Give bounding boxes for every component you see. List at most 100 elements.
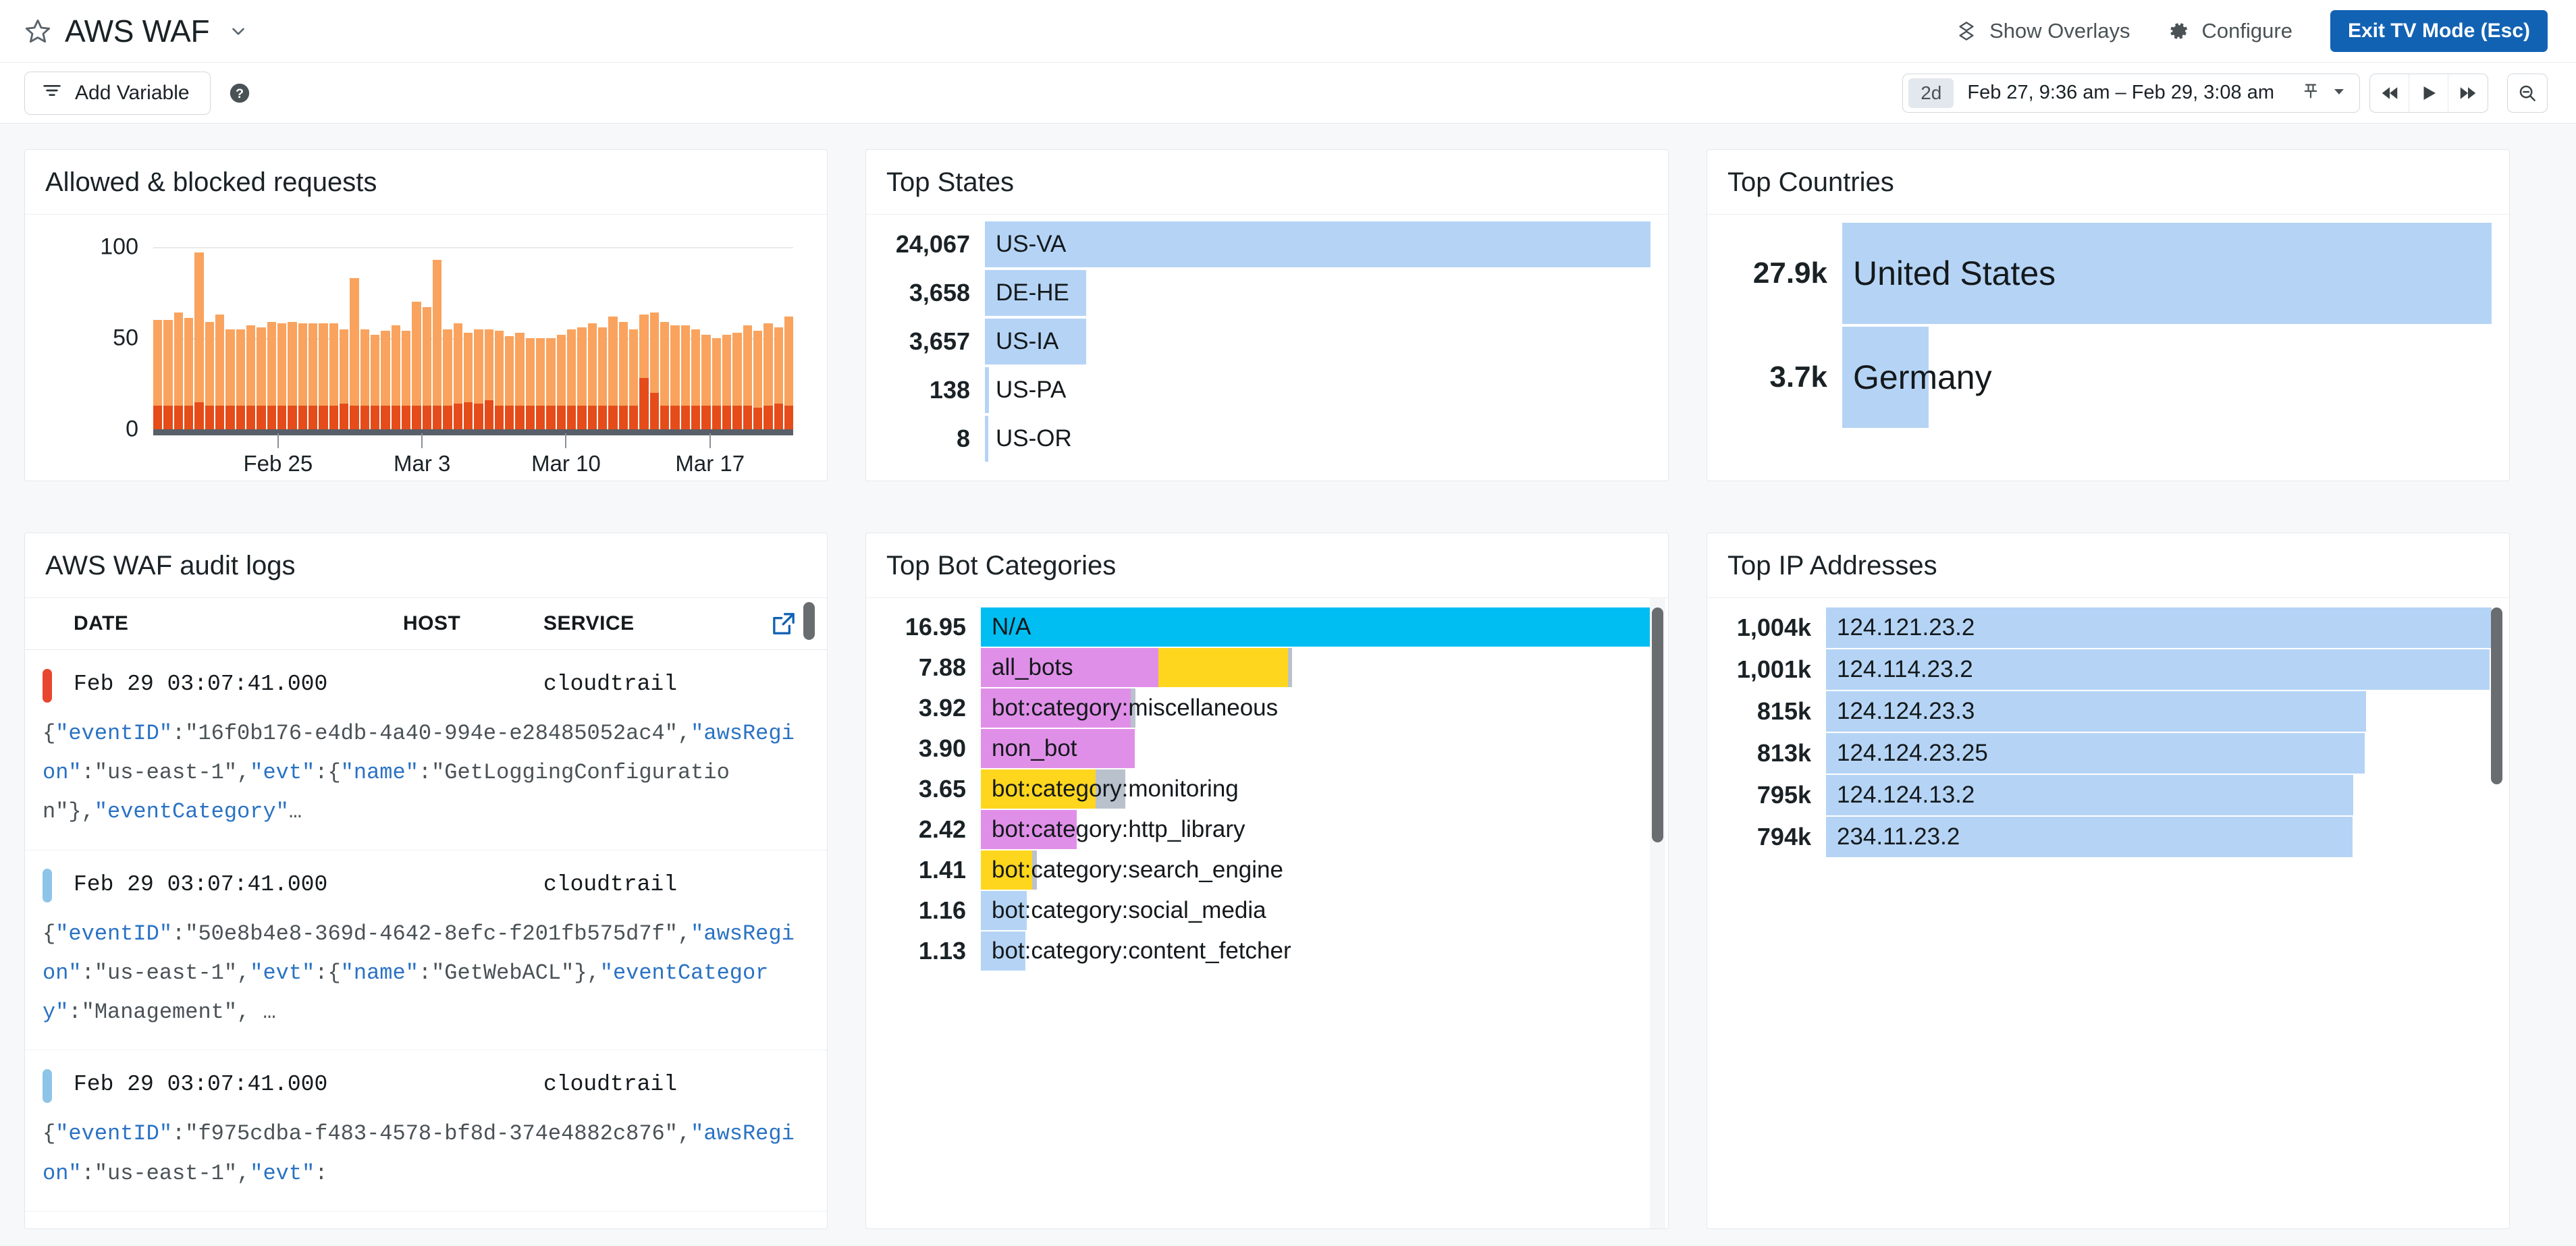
chart-row[interactable]: 1,001k 124.114.23.2	[1707, 649, 2492, 690]
bar[interactable]	[391, 325, 400, 429]
bar[interactable]	[701, 334, 711, 429]
bar[interactable]	[691, 329, 701, 429]
star-outline-icon[interactable]	[24, 18, 51, 45]
chart-row[interactable]: 815k 124.124.23.3	[1707, 691, 2492, 732]
bar[interactable]	[525, 338, 535, 429]
exit-tv-mode-button[interactable]: Exit TV Mode (Esc)	[2330, 10, 2548, 52]
bar[interactable]	[453, 323, 462, 429]
bar[interactable]	[670, 325, 680, 429]
chart-row[interactable]: 3.7k Germany	[1707, 327, 2492, 428]
bar[interactable]	[432, 259, 442, 429]
show-overlays-button[interactable]: Show Overlays	[1956, 19, 2130, 43]
dashboard-title-group[interactable]: AWS WAF	[24, 13, 248, 49]
external-link-icon[interactable]	[770, 610, 827, 637]
chart-row[interactable]: 813k 124.124.23.25	[1707, 733, 2492, 774]
bar[interactable]	[163, 320, 173, 429]
bar[interactable]	[194, 252, 204, 429]
bar[interactable]	[225, 329, 235, 429]
bar[interactable]	[153, 320, 163, 429]
bar[interactable]	[598, 327, 608, 429]
top-bot-categories-chart[interactable]: 16.95 N/A 7.88 all_bots 3.92 bot:category:mis…	[866, 598, 1668, 1228]
chart-row[interactable]: 2.42 bot:category:http_library	[866, 810, 1651, 849]
pin-icon[interactable]	[2301, 82, 2320, 104]
skip-back-icon[interactable]	[2370, 74, 2409, 112]
bar[interactable]	[515, 332, 525, 429]
chart-row[interactable]: 1.41 bot:category:search_engine	[866, 850, 1651, 890]
help-circle-icon[interactable]: ?	[228, 82, 251, 105]
bar[interactable]	[639, 314, 649, 429]
bar[interactable]	[401, 331, 411, 429]
bar[interactable]	[443, 329, 452, 429]
bar[interactable]	[784, 316, 794, 429]
bar[interactable]	[350, 277, 359, 429]
time-range-picker[interactable]: 2d Feb 27, 9:36 am – Feb 29, 3:08 am	[1902, 73, 2360, 113]
chart-row[interactable]: 27.9k United States	[1707, 223, 2492, 324]
bar[interactable]	[732, 332, 742, 429]
bar[interactable]	[381, 331, 390, 429]
chart-row[interactable]: 1.16 bot:category:social_media	[866, 891, 1651, 930]
bar[interactable]	[308, 323, 318, 429]
bar[interactable]	[712, 338, 722, 429]
requests-bar-chart[interactable]: 0 50 100 Feb 25 Mar 3 Mar 10 Mar 17	[25, 215, 827, 481]
play-icon[interactable]	[2409, 74, 2448, 112]
bar[interactable]	[494, 331, 504, 429]
bar[interactable]	[556, 334, 566, 429]
chart-row[interactable]: 3.92 bot:category:miscellaneous	[866, 688, 1651, 728]
bar[interactable]	[215, 314, 225, 429]
chart-row[interactable]: 24,067 US-VA	[866, 221, 1651, 267]
bar[interactable]	[743, 325, 753, 429]
bar[interactable]	[463, 332, 473, 429]
bar[interactable]	[608, 316, 618, 429]
logs-scroll-region[interactable]: DATE HOST SERVICE Feb 29 03:07:41.000 clo…	[25, 598, 827, 1228]
ips-scrollbar-thumb[interactable]	[2491, 607, 2502, 784]
skip-forward-icon[interactable]	[2448, 74, 2488, 112]
bar[interactable]	[205, 321, 214, 429]
log-entry[interactable]: Feb 29 03:07:41.000 cloudtrail {"eventID":…	[25, 650, 827, 850]
top-ip-addresses-chart[interactable]: 1,004k 124.121.23.2 1,001k 124.114.23.2 815k…	[1707, 598, 2509, 1228]
bar[interactable]	[660, 321, 670, 429]
chart-row[interactable]: 3.65 bot:category:monitoring	[866, 769, 1651, 809]
bar[interactable]	[763, 323, 773, 429]
chart-row[interactable]: 3,657 US-IA	[866, 319, 1651, 364]
top-countries-chart[interactable]: 27.9k United States 3.7k Germany	[1707, 215, 2509, 481]
bar[interactable]	[577, 327, 587, 429]
zoom-out-icon[interactable]	[2507, 73, 2548, 113]
bar[interactable]	[288, 321, 297, 429]
bar[interactable]	[298, 323, 307, 429]
bar[interactable]	[339, 329, 349, 429]
bar[interactable]	[422, 307, 431, 429]
bar[interactable]	[184, 318, 194, 429]
chart-row[interactable]: 16.95 N/A	[866, 607, 1651, 647]
bar[interactable]	[257, 327, 266, 429]
bar[interactable]	[236, 329, 245, 429]
top-states-chart[interactable]: 24,067 US-VA 3,658 DE-HE 3,657 US-IA 138 US-PA 8…	[866, 215, 1668, 481]
chart-row[interactable]: 7.88 all_bots	[866, 648, 1651, 687]
chart-row[interactable]: 794k 234.11.23.2	[1707, 817, 2492, 857]
bar[interactable]	[618, 321, 628, 429]
chart-row[interactable]: 1,004k 124.121.23.2	[1707, 607, 2492, 648]
chart-row[interactable]: 3,658 DE-HE	[866, 270, 1651, 316]
chart-row[interactable]: 1.13 bot:category:content_fetcher	[866, 931, 1651, 971]
log-entry[interactable]: Feb 29 03:07:41.000 cloudtrail {"eventID":…	[25, 1050, 827, 1212]
bar[interactable]	[649, 313, 660, 429]
caret-down-icon[interactable]	[2331, 83, 2347, 103]
bar[interactable]	[587, 323, 597, 429]
bar[interactable]	[753, 331, 763, 429]
bar[interactable]	[246, 325, 256, 429]
chevron-down-icon[interactable]	[228, 21, 248, 41]
bar[interactable]	[484, 329, 493, 429]
bar[interactable]	[546, 338, 556, 429]
bar[interactable]	[722, 334, 732, 429]
bar[interactable]	[329, 323, 338, 429]
bar[interactable]	[774, 327, 784, 429]
bar[interactable]	[567, 329, 576, 429]
time-preset-chip[interactable]: 2d	[1908, 78, 1954, 108]
bar[interactable]	[474, 329, 483, 429]
bar[interactable]	[319, 323, 328, 429]
bar[interactable]	[629, 329, 639, 429]
bar[interactable]	[173, 313, 183, 429]
add-variable-button[interactable]: Add Variable	[24, 71, 211, 115]
bar[interactable]	[370, 334, 380, 429]
logs-scrollbar-thumb[interactable]	[803, 602, 815, 640]
configure-button[interactable]: Configure	[2168, 19, 2292, 43]
